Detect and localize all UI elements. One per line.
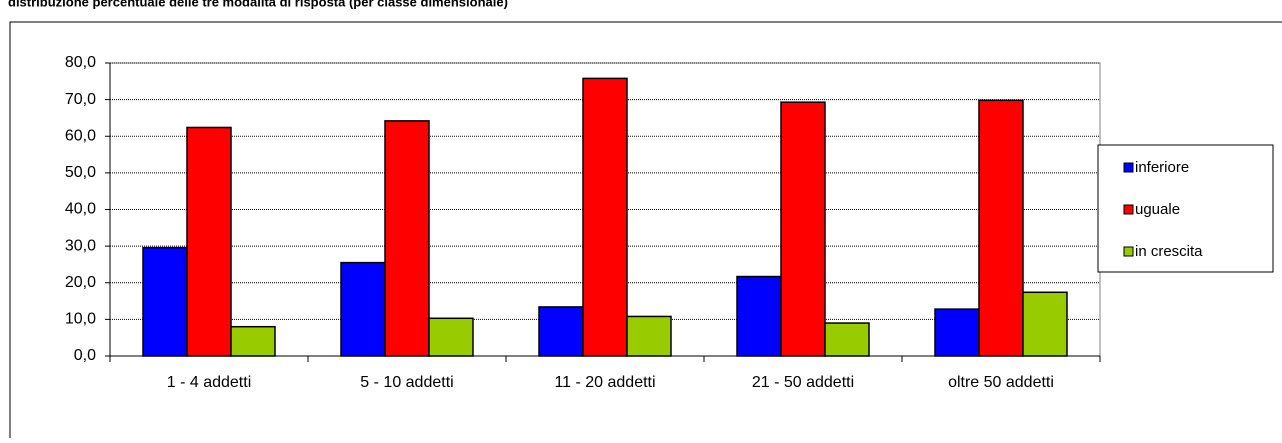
x-tick-label: 1 - 4 addetti	[167, 374, 252, 391]
bar	[626, 315, 672, 357]
bar	[978, 99, 1024, 357]
bar	[186, 126, 232, 357]
x-tick-label: 5 - 10 addetti	[360, 374, 453, 391]
y-tick-label: 80,0	[65, 54, 96, 71]
bar	[1022, 291, 1068, 357]
y-tick-label: 30,0	[65, 237, 96, 254]
bar	[142, 246, 188, 357]
x-tick-label: oltre 50 addetti	[948, 374, 1054, 391]
legend-label: inferiore	[1135, 159, 1189, 176]
legend-swatch	[1123, 204, 1134, 215]
legend-label: in crescita	[1135, 243, 1203, 260]
bar	[780, 101, 826, 357]
x-tick-label: 21 - 50 addetti	[752, 374, 854, 391]
bar	[934, 308, 980, 357]
y-tick-label: 20,0	[65, 274, 96, 291]
y-tick-label: 10,0	[65, 311, 96, 328]
bar	[428, 317, 474, 357]
legend-swatch	[1123, 246, 1134, 257]
legend-label: uguale	[1135, 201, 1180, 218]
bar	[824, 322, 870, 357]
chart-title: distribuzione percentuale delle tre moda…	[8, 0, 508, 9]
y-tick-label: 60,0	[65, 127, 96, 144]
y-tick-label: 50,0	[65, 164, 96, 181]
legend-swatch	[1123, 162, 1134, 173]
y-tick-label: 70,0	[65, 91, 96, 108]
bar	[538, 306, 584, 357]
bar	[230, 325, 276, 357]
y-tick-label: 40,0	[65, 201, 96, 218]
bar	[736, 275, 782, 357]
bar	[582, 77, 628, 357]
bar	[340, 261, 386, 357]
bar	[384, 120, 430, 357]
y-tick-label: 0,0	[74, 347, 96, 364]
x-tick-label: 11 - 20 addetti	[554, 374, 655, 391]
